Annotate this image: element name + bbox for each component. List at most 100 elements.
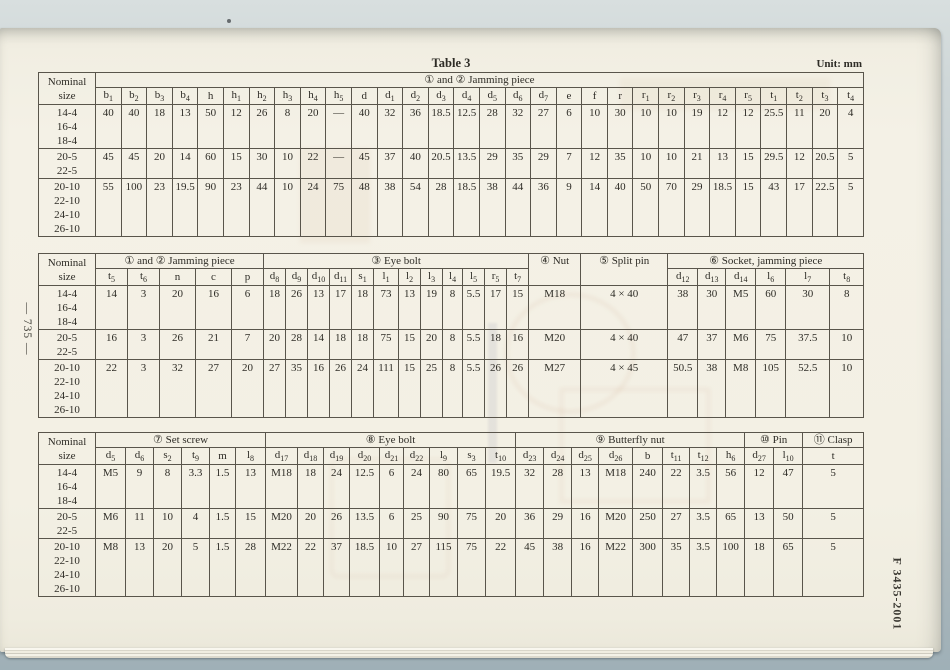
value-cell: 35	[504, 148, 532, 179]
value-cell: 27	[403, 538, 431, 597]
column-header: d7	[530, 87, 557, 105]
value-cell: 12	[786, 148, 813, 179]
value-cell: 36	[515, 508, 545, 539]
value-cell: 16	[571, 538, 600, 597]
value-cell: M18	[265, 464, 299, 509]
column-header: m	[209, 447, 236, 465]
nominal-size-header: Nominal size	[38, 253, 96, 286]
table-row: 20-5 22-5 M6 11 10 4 1.5 15 M20 20 26 13.5 6 25 90 75 20…	[38, 508, 865, 539]
value-cell: 22.5	[811, 178, 839, 237]
value-cell: 18	[297, 464, 325, 509]
value-cell: 5	[802, 538, 865, 597]
value-cell: 18.5	[349, 538, 381, 597]
value-cell: 5.5	[462, 285, 486, 330]
value-cell: 10	[829, 359, 865, 418]
value-cell: 10	[632, 104, 660, 149]
value-cell: 40	[606, 178, 634, 237]
value-cell: 40	[350, 104, 378, 149]
value-cell: 26	[159, 329, 196, 360]
value-cell: 24	[351, 359, 375, 418]
value-cell: M20	[528, 329, 582, 360]
stacked-page-edges	[5, 648, 933, 658]
column-header: l5	[462, 268, 486, 286]
value-cell: 22	[95, 359, 128, 418]
value-cell: 9	[125, 464, 154, 509]
value-cell: 16	[571, 508, 600, 539]
value-cell: 1.5	[209, 508, 236, 539]
value-cell: 4	[181, 508, 210, 539]
value-cell: 55	[95, 178, 122, 237]
value-cell: 5	[837, 148, 864, 179]
column-header: t1	[760, 87, 788, 105]
value-cell: 16	[95, 329, 128, 360]
table-title: Table 3	[431, 56, 471, 70]
value-cell: 17	[786, 178, 813, 237]
value-cell: 12	[709, 104, 736, 149]
value-cell: 100	[716, 538, 746, 597]
column-header: d	[350, 87, 378, 105]
column-header: l2	[398, 268, 422, 286]
column-header: n	[159, 268, 196, 286]
column-header: t4	[837, 87, 864, 105]
value-cell: 20	[230, 359, 265, 418]
value-cell: 18	[484, 329, 508, 360]
value-cell: 15	[506, 285, 530, 330]
column-header: t10	[485, 447, 517, 465]
value-cell: 13	[307, 285, 331, 330]
column-header: d6	[504, 87, 532, 105]
value-cell: 29	[543, 508, 573, 539]
column-header: d5	[95, 447, 126, 465]
nominal-size-header: Nominal size	[38, 432, 96, 465]
value-cell: 26	[484, 359, 508, 418]
column-header: s2	[153, 447, 182, 465]
value-cell: 60	[197, 148, 224, 179]
value-cell: 14	[171, 148, 199, 179]
value-cell: 5	[181, 538, 210, 597]
column-header: t3	[811, 87, 839, 105]
nominal-size-cell: 14-4 16-4 18-4	[38, 104, 96, 149]
value-cell: 22	[299, 148, 327, 179]
value-cell: 25	[403, 508, 431, 539]
value-cell: 35	[662, 538, 691, 597]
table-row: 20-10 22-10 24-10 26-10 M8 13 20 5 1.5 28 M22 22 37 1…	[38, 538, 865, 597]
table-caption-row: Table 3 Unit: mm	[38, 56, 864, 72]
column-header: s1	[351, 268, 375, 286]
value-cell: 19.5	[171, 178, 199, 237]
value-cell: 32	[376, 104, 404, 149]
value-cell: 32	[504, 104, 532, 149]
value-cell: 10	[379, 538, 405, 597]
table-row: 20-10 22-10 24-10 26-10 55 100 23 19.5 90 23 44 10 2…	[38, 178, 864, 237]
value-cell: 11	[125, 508, 154, 539]
value-cell: 36	[530, 178, 557, 237]
value-cell: 15	[222, 148, 250, 179]
nominal-size-cell: 14-4 16-4 18-4	[38, 464, 96, 509]
column-header: b3	[146, 87, 173, 105]
value-cell: 29.5	[760, 148, 788, 179]
value-cell: 37	[323, 538, 351, 597]
value-cell: 14	[581, 178, 608, 237]
value-cell: 30	[606, 104, 634, 149]
value-cell: 19	[683, 104, 711, 149]
group-header: ⑨ Butterfly nut	[515, 432, 746, 448]
value-cell: 20	[159, 285, 196, 330]
value-cell: 5.5	[462, 329, 486, 360]
value-cell: 26	[248, 104, 276, 149]
value-cell: M8	[95, 538, 126, 597]
value-cell: 8	[829, 285, 865, 330]
value-cell: 13.5	[453, 148, 480, 179]
value-cell: 20	[299, 104, 327, 149]
column-header: l9	[429, 447, 459, 465]
column-header: e	[555, 87, 583, 105]
value-cell: 48	[350, 178, 378, 237]
value-cell: 4 × 40	[580, 329, 669, 360]
value-cell: 60	[755, 285, 787, 330]
column-header: t8	[829, 268, 865, 286]
value-cell: 10	[153, 508, 182, 539]
column-header: b2	[120, 87, 148, 105]
column-header: d1	[376, 87, 404, 105]
value-cell: 250	[632, 508, 664, 539]
value-cell: 25	[420, 359, 444, 418]
value-cell: 38	[697, 359, 727, 418]
value-cell: 18	[263, 285, 287, 330]
value-cell: 45	[350, 148, 378, 179]
